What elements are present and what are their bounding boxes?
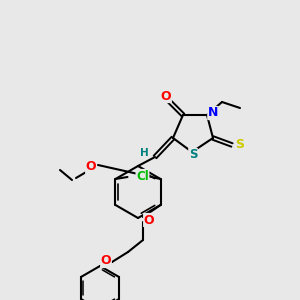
Text: H: H bbox=[140, 148, 148, 158]
Text: N: N bbox=[208, 106, 218, 119]
Text: S: S bbox=[189, 148, 197, 161]
Text: O: O bbox=[161, 89, 171, 103]
Text: Cl: Cl bbox=[136, 169, 149, 182]
Text: O: O bbox=[144, 214, 154, 226]
Text: S: S bbox=[236, 139, 244, 152]
Text: O: O bbox=[86, 160, 96, 173]
Text: O: O bbox=[101, 254, 111, 268]
